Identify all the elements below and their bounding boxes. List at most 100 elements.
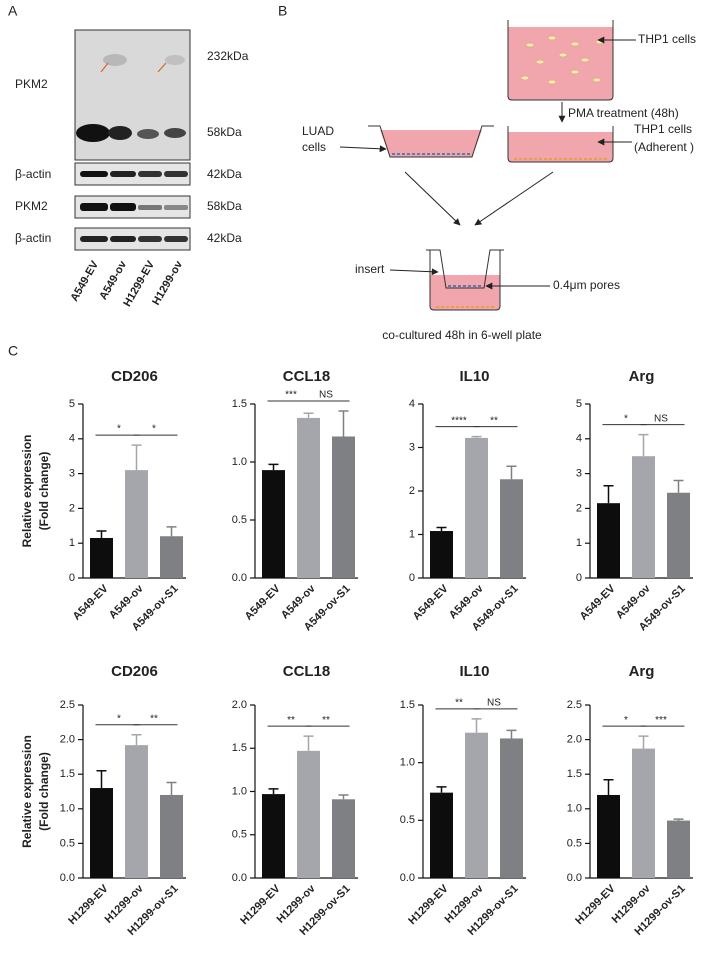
significance-label: ** <box>490 415 498 426</box>
error-bar <box>673 818 684 821</box>
bar <box>90 788 113 878</box>
y-tick-label: 1.0 <box>567 803 582 815</box>
adherent-label: THP1 cells <box>634 122 692 136</box>
y-tick-label: 0.0 <box>232 572 247 584</box>
y-tick-label: 3 <box>576 468 582 480</box>
luad-label: cells <box>302 140 326 154</box>
y-tick-label: 1.0 <box>232 456 247 468</box>
error-bar <box>638 433 649 457</box>
y-tick-label: 0.5 <box>400 814 415 826</box>
bar <box>332 799 355 878</box>
error-bar <box>471 718 482 733</box>
error-bar <box>436 786 447 793</box>
y-tick-label: 0.5 <box>60 837 75 849</box>
y-tick-label: 0 <box>576 572 582 584</box>
error-bar <box>268 788 279 795</box>
y-tick-label: 1.5 <box>232 398 247 410</box>
bar <box>465 732 488 878</box>
marker-label: 232kDa <box>207 49 249 63</box>
error-bar <box>603 778 614 795</box>
bar <box>597 503 620 578</box>
x-tick-label: A549-EV <box>243 582 284 623</box>
thp1-label: THP1 cells <box>638 32 696 46</box>
significance-label: NS <box>487 697 501 708</box>
y-tick-label: 0.0 <box>232 872 247 884</box>
y-tick-label: 1 <box>69 537 75 549</box>
y-tick-label: 1.0 <box>60 803 75 815</box>
bar <box>632 456 655 578</box>
y-tick-label: 1.5 <box>232 742 247 754</box>
panel-label: B <box>278 3 287 19</box>
error-bar <box>506 729 517 739</box>
y-tick-label: 0.0 <box>60 872 75 884</box>
error-bar <box>303 735 314 751</box>
y-tick-label: 4 <box>576 433 582 445</box>
y-tick-label: 1 <box>409 528 415 540</box>
significance-label: ** <box>455 697 463 708</box>
error-bar <box>471 435 482 438</box>
bar <box>667 492 690 578</box>
bar <box>160 794 183 878</box>
y-tick-label: 3 <box>69 468 75 480</box>
bar <box>297 750 320 878</box>
bar-chart: CD206 Relative expression (Fold change) 0.0… <box>20 663 186 938</box>
significance-label: ** <box>150 713 158 724</box>
chart-title: CD206 <box>111 368 158 385</box>
insert-label: insert <box>355 262 385 276</box>
y-tick-label: 2.0 <box>60 734 75 746</box>
y-axis-label: Relative expression <box>20 735 34 848</box>
significance-label: * <box>117 424 121 435</box>
x-tick-label: A549-EV <box>71 582 112 623</box>
panel-label: A <box>8 3 18 19</box>
marker-label: 42kDa <box>207 167 242 181</box>
bar <box>262 794 285 878</box>
y-tick-label: 2.0 <box>567 734 582 746</box>
bar-chart: CD206 Relative expression (Fold change) 0 1 2… <box>20 368 186 634</box>
significance-label: ** <box>322 715 330 726</box>
bar <box>90 537 113 578</box>
protein-label: PKM2 <box>15 77 48 91</box>
bar <box>297 417 320 578</box>
bar <box>160 536 183 578</box>
blot-images <box>74 29 191 251</box>
significance-label: * <box>152 424 156 435</box>
y-tick-label: 0.5 <box>232 514 247 526</box>
pma-label: PMA treatment (48h) <box>568 106 679 120</box>
caption: co-cultured 48h in 6-well plate <box>382 328 542 342</box>
x-tick-label: A549-EV <box>411 582 452 623</box>
error-bar <box>268 463 279 471</box>
y-tick-label: 1.5 <box>400 699 415 711</box>
schematic <box>339 20 636 311</box>
y-tick-label: 1.0 <box>232 785 247 797</box>
lane-labels: A549-EV A549-ov H1299-EV H1299-ov <box>68 258 185 309</box>
chart-title: CCL18 <box>283 368 331 385</box>
significance-label: * <box>117 713 121 724</box>
error-bar <box>166 781 177 795</box>
bar <box>125 470 148 578</box>
protein-label: PKM2 <box>15 199 48 213</box>
y-tick-label: 2 <box>69 502 75 514</box>
significance-label: **** <box>451 415 467 426</box>
bar-chart: IL100.00.51.01.5H1299-EVH1299-ovH1299-ov… <box>400 663 526 938</box>
y-tick-label: 1.0 <box>400 757 415 769</box>
chart-title: CCL18 <box>283 663 331 680</box>
error-bar <box>506 465 517 480</box>
y-tick-label: 4 <box>69 433 75 445</box>
y-tick-label: 0.0 <box>567 872 582 884</box>
protein-label: β-actin <box>15 167 51 181</box>
error-bar <box>96 530 107 538</box>
bar-chart: CCL180.00.51.01.52.0H1299-EVH1299-ovH129… <box>232 663 358 938</box>
significance-label: *** <box>655 715 667 726</box>
y-tick-label: 5 <box>576 398 582 410</box>
y-tick-label: 0.5 <box>567 837 582 849</box>
chart-title: IL10 <box>459 368 489 385</box>
bar <box>465 437 488 578</box>
x-tick-label: A549-EV <box>578 582 619 623</box>
lane-label: A549-EV <box>68 258 101 303</box>
pores-label: 0.4μm pores <box>553 278 620 292</box>
chart-title: Arg <box>629 663 655 680</box>
